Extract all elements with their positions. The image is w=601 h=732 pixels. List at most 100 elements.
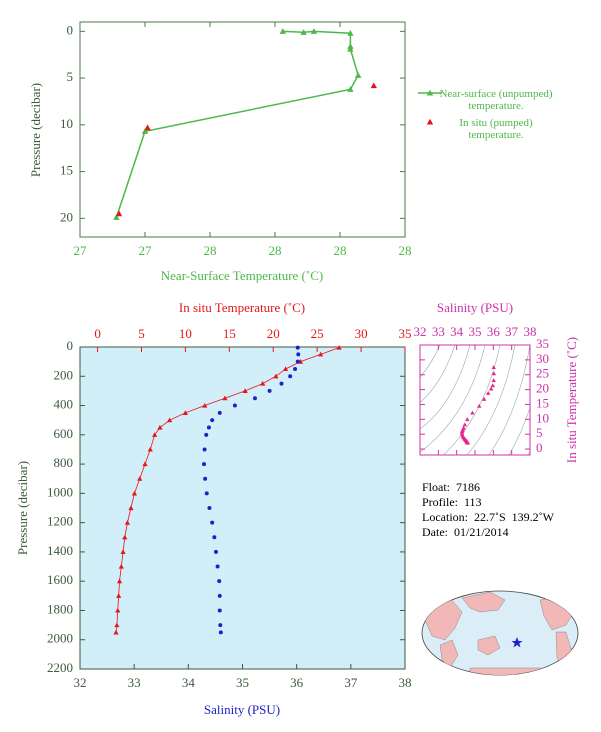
bottom-tick-label: 28	[269, 243, 282, 258]
point	[203, 476, 208, 481]
legend-label: Near-surface (unpumped) temperature.	[439, 88, 553, 112]
point	[144, 124, 151, 131]
left-tick-label: 2000	[47, 631, 73, 646]
legend-label: In situ (pumped) temperature.	[459, 117, 533, 141]
info-line: Location: 22.7˚S 139.2˚W	[422, 510, 555, 524]
point	[202, 462, 207, 467]
point	[232, 403, 237, 408]
left-tick-label: 200	[54, 367, 74, 382]
y-axis-title: Pressure (decibar)	[28, 83, 43, 177]
point	[279, 28, 286, 34]
point	[118, 563, 124, 569]
point	[490, 383, 495, 388]
point	[282, 366, 289, 372]
point	[124, 520, 131, 525]
point	[336, 344, 342, 350]
point	[215, 564, 220, 569]
top-tick-label: 37	[505, 324, 519, 339]
point	[218, 630, 223, 635]
point	[347, 86, 354, 92]
point	[267, 388, 272, 393]
bottom-tick-label: 28	[334, 243, 347, 258]
info-line: Date: 01/21/2014	[422, 525, 509, 539]
point	[166, 417, 173, 423]
point	[213, 549, 218, 554]
top-tick-label: 30	[355, 326, 368, 341]
point	[116, 593, 122, 598]
point	[218, 623, 223, 628]
bottom-tick-label: 32	[74, 675, 87, 690]
point	[477, 403, 482, 408]
top-axis-title: Salinity (PSU)	[437, 300, 513, 315]
point	[488, 386, 494, 391]
point	[242, 388, 248, 393]
locator-map	[421, 590, 579, 676]
point	[310, 28, 318, 34]
point	[141, 128, 149, 134]
legend-marker	[426, 89, 434, 96]
point	[217, 410, 222, 415]
right-tick-label: 10	[536, 410, 549, 425]
point	[300, 29, 307, 35]
bottom-tick-label: 36	[290, 675, 304, 690]
bottom-tick-label: 35	[236, 675, 249, 690]
right-tick-label: 30	[536, 351, 549, 366]
plot-background	[79, 346, 406, 670]
point	[465, 440, 470, 445]
point	[279, 381, 284, 386]
info-line: Float: 7186	[422, 480, 480, 494]
point	[204, 432, 209, 437]
point	[217, 579, 222, 584]
top-tick-label: 5	[138, 326, 145, 341]
left-tick-label: 10	[60, 116, 73, 131]
point	[462, 422, 467, 427]
left-tick-label: 2200	[47, 660, 73, 675]
point	[128, 505, 134, 511]
top-axis-title: In situ Temperature (˚C)	[179, 300, 305, 315]
top-tick-label: 32	[414, 324, 427, 339]
bottom-axis-title: Salinity (PSU)	[204, 702, 280, 717]
plot-frame	[79, 21, 406, 238]
point	[217, 608, 222, 613]
point	[137, 476, 143, 481]
point	[347, 45, 354, 52]
left-tick-label: 600	[54, 426, 74, 441]
top-tick-label: 36	[487, 324, 501, 339]
point	[296, 352, 301, 357]
top-tick-label: 34	[450, 324, 464, 339]
point	[142, 461, 148, 467]
point	[131, 490, 138, 496]
point	[204, 491, 209, 496]
right-tick-label: 25	[536, 366, 549, 381]
right-tick-label: 15	[536, 395, 549, 410]
point	[465, 417, 470, 422]
top-tick-label: 15	[223, 326, 236, 341]
bottom-tick-label: 38	[399, 675, 412, 690]
bottom-tick-label: 37	[344, 675, 358, 690]
point	[113, 214, 120, 220]
point	[202, 402, 208, 408]
point	[210, 418, 215, 423]
point	[115, 210, 123, 217]
point	[217, 593, 222, 598]
point	[491, 378, 496, 383]
left-tick-label: 5	[67, 69, 74, 84]
point	[122, 534, 128, 540]
point	[152, 432, 158, 437]
right-tick-label: 0	[536, 440, 543, 455]
plot-frame	[419, 344, 531, 456]
point	[116, 578, 123, 584]
point	[491, 365, 496, 370]
point	[222, 395, 228, 401]
top-tick-label: 25	[311, 326, 324, 341]
point	[202, 447, 207, 452]
point	[210, 520, 215, 525]
left-tick-label: 1800	[47, 601, 73, 616]
series-line	[115, 30, 360, 218]
point	[293, 366, 298, 371]
right-tick-label: 20	[536, 381, 549, 396]
bottom-tick-label: 27	[74, 243, 88, 258]
left-tick-label: 1000	[47, 484, 73, 499]
